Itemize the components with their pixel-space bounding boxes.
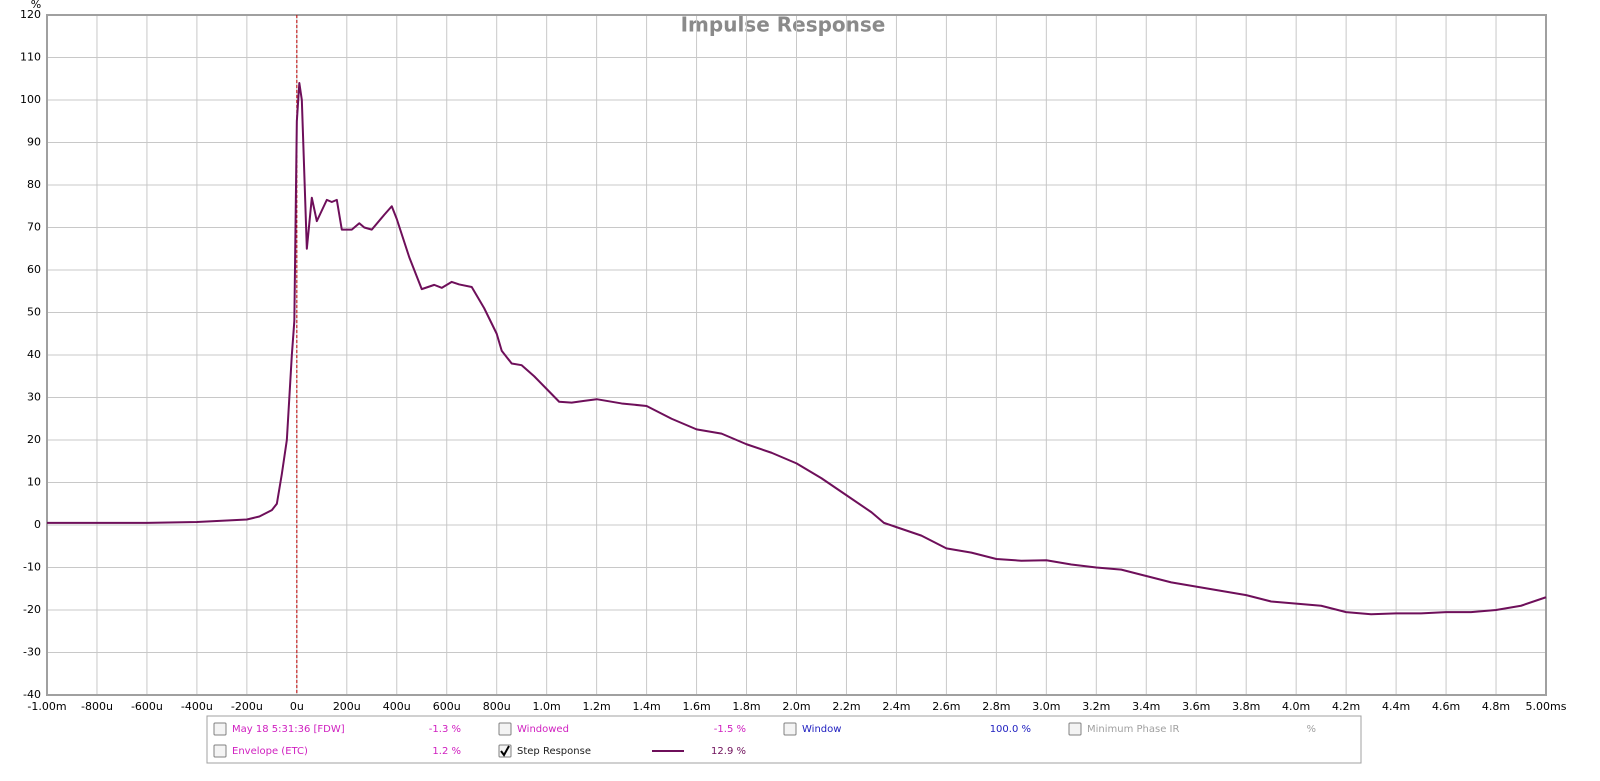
x-tick-label: 3.0m bbox=[1032, 700, 1060, 713]
plot-frame bbox=[46, 14, 1547, 696]
legend-readout: -1.5 % bbox=[714, 724, 746, 735]
x-tick-label: 2.2m bbox=[832, 700, 860, 713]
x-tick-label: 5.00ms bbox=[1526, 700, 1567, 713]
x-tick-label: -400u bbox=[181, 700, 213, 713]
x-tick-label: 1.0m bbox=[533, 700, 561, 713]
chart-title: Impulse Response bbox=[681, 13, 886, 37]
y-tick-label: 20 bbox=[27, 433, 41, 446]
checkbox bbox=[213, 744, 227, 758]
x-tick-label: 3.6m bbox=[1182, 700, 1210, 713]
y-tick-label: 40 bbox=[27, 348, 41, 361]
x-tick-label: 3.2m bbox=[1082, 700, 1110, 713]
checkbox bbox=[1068, 722, 1082, 736]
checkbox bbox=[213, 722, 227, 736]
x-tick-label: 4.6m bbox=[1432, 700, 1460, 713]
legend-label: May 18 5:31:36 [FDW] bbox=[232, 724, 345, 735]
y-tick-label: -10 bbox=[23, 561, 41, 574]
y-tick-label: 70 bbox=[27, 221, 41, 234]
y-tick-label: 80 bbox=[27, 178, 41, 191]
x-tick-label: 200u bbox=[333, 700, 361, 713]
y-tick-label: -40 bbox=[23, 688, 41, 701]
x-tick-label: -800u bbox=[81, 700, 113, 713]
legend-label: Minimum Phase IR bbox=[1087, 724, 1180, 735]
legend-readout: % bbox=[1306, 724, 1316, 735]
x-tick-label: 2.6m bbox=[932, 700, 960, 713]
legend-label: Envelope (ETC) bbox=[232, 746, 308, 757]
x-tick-label: 1.2m bbox=[583, 700, 611, 713]
x-tick-label: 4.2m bbox=[1332, 700, 1360, 713]
legend-label: Window bbox=[802, 724, 841, 735]
y-tick-label: 110 bbox=[20, 51, 41, 64]
x-tick-label: 4.8m bbox=[1482, 700, 1510, 713]
x-tick-label: 4.0m bbox=[1282, 700, 1310, 713]
legend-label: Step Response bbox=[517, 746, 591, 757]
checkbox bbox=[498, 722, 512, 736]
x-tick-label: -600u bbox=[131, 700, 163, 713]
x-tick-label: 0u bbox=[290, 700, 304, 713]
y-tick-label: 50 bbox=[27, 306, 41, 319]
x-tick-label: -1.00m bbox=[27, 700, 66, 713]
legend-readout: -1.3 % bbox=[429, 724, 461, 735]
legend-readout: 1.2 % bbox=[432, 746, 461, 757]
y-tick-label: 10 bbox=[27, 476, 41, 489]
x-tick-label: 800u bbox=[483, 700, 511, 713]
y-axis-label: % bbox=[31, 0, 41, 11]
legend-readout: 12.9 % bbox=[711, 746, 746, 757]
y-tick-label: 90 bbox=[27, 136, 41, 149]
series-line bbox=[47, 82, 1547, 616]
x-tick-label: -200u bbox=[231, 700, 263, 713]
x-tick-label: 2.8m bbox=[982, 700, 1010, 713]
y-tick-label: 120 bbox=[20, 8, 41, 21]
legend-label: Windowed bbox=[517, 724, 569, 735]
y-tick-label: 100 bbox=[20, 93, 41, 106]
x-tick-label: 3.4m bbox=[1132, 700, 1160, 713]
checkbox bbox=[783, 722, 797, 736]
x-tick-label: 3.8m bbox=[1232, 700, 1260, 713]
x-tick-label: 1.4m bbox=[632, 700, 660, 713]
y-tick-label: 60 bbox=[27, 263, 41, 276]
y-tick-label: 0 bbox=[34, 518, 41, 531]
y-tick-label: -30 bbox=[23, 646, 41, 659]
x-tick-label: 2.4m bbox=[882, 700, 910, 713]
y-tick-label: -20 bbox=[23, 603, 41, 616]
x-tick-label: 1.6m bbox=[682, 700, 710, 713]
x-tick-label: 1.8m bbox=[732, 700, 760, 713]
x-tick-label: 400u bbox=[383, 700, 411, 713]
x-tick-label: 600u bbox=[433, 700, 461, 713]
x-tick-label: 2.0m bbox=[782, 700, 810, 713]
legend-readout: 100.0 % bbox=[990, 724, 1031, 735]
y-tick-label: 30 bbox=[27, 391, 41, 404]
checkmark bbox=[500, 745, 510, 757]
x-tick-label: 4.4m bbox=[1382, 700, 1410, 713]
